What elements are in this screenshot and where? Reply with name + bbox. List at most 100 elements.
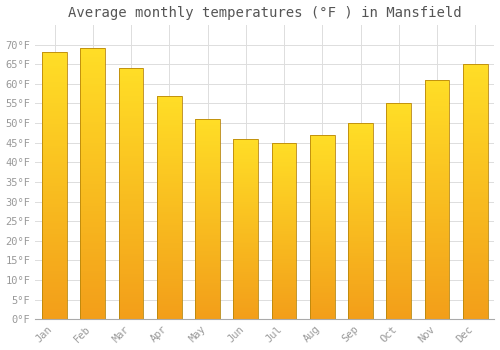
Bar (80, 187, 105, 189)
Bar (463, 159, 488, 161)
Bar (80, 184, 105, 187)
Bar (348, 158, 373, 160)
Bar (424, 214, 450, 216)
Bar (157, 239, 182, 241)
Bar (310, 279, 334, 280)
Bar (463, 296, 488, 299)
Bar (234, 175, 258, 177)
Bar (348, 153, 373, 154)
Bar (195, 161, 220, 163)
Bar (424, 295, 450, 298)
Bar (234, 292, 258, 294)
Bar (80, 89, 105, 92)
Bar (310, 303, 334, 304)
Bar (195, 125, 220, 127)
Bar (118, 206, 144, 209)
Bar (118, 292, 144, 294)
Bar (80, 130, 105, 132)
Bar (80, 173, 105, 176)
Bar (310, 214, 334, 216)
Bar (348, 162, 373, 164)
Bar (80, 287, 105, 289)
Bar (348, 298, 373, 300)
Bar (195, 215, 220, 217)
Bar (463, 72, 488, 74)
Bar (386, 162, 411, 164)
Bar (463, 77, 488, 79)
Bar (463, 309, 488, 312)
Bar (310, 249, 334, 251)
Bar (42, 66, 67, 68)
Bar (118, 276, 144, 279)
Bar (348, 266, 373, 268)
Bar (42, 258, 67, 260)
Bar (272, 256, 296, 258)
Bar (118, 251, 144, 254)
Bar (310, 152, 334, 153)
Bar (348, 248, 373, 251)
Bar (42, 100, 67, 103)
Bar (463, 74, 488, 77)
Bar (272, 317, 296, 319)
Bar (234, 263, 258, 265)
Bar (80, 316, 105, 319)
Bar (272, 194, 296, 196)
Bar (310, 184, 334, 187)
Bar (272, 298, 296, 300)
Bar (424, 224, 450, 226)
Bar (42, 276, 67, 279)
Bar (234, 229, 258, 231)
Bar (272, 293, 296, 295)
Bar (118, 284, 144, 287)
Bar (424, 238, 450, 240)
Bar (118, 71, 144, 73)
Bar (157, 248, 182, 250)
Bar (195, 163, 220, 165)
Bar (157, 292, 182, 295)
Bar (42, 135, 67, 138)
Bar (195, 173, 220, 175)
Bar (234, 316, 258, 317)
Bar (386, 270, 411, 272)
Bar (80, 233, 105, 235)
Bar (386, 291, 411, 293)
Bar (118, 201, 144, 204)
Bar (80, 289, 105, 292)
Bar (272, 284, 296, 286)
Bar (463, 105, 488, 107)
Bar (157, 96, 182, 98)
Bar (310, 247, 334, 249)
Bar (157, 152, 182, 154)
Bar (348, 309, 373, 312)
Bar (157, 266, 182, 268)
Bar (80, 84, 105, 86)
Bar (234, 139, 258, 319)
Bar (272, 153, 296, 155)
Bar (42, 117, 67, 119)
Bar (348, 272, 373, 274)
Bar (310, 316, 334, 317)
Bar (463, 133, 488, 135)
Bar (195, 225, 220, 227)
Bar (424, 281, 450, 284)
Bar (80, 57, 105, 59)
Bar (42, 79, 67, 82)
Bar (80, 165, 105, 168)
Bar (348, 221, 373, 223)
Bar (424, 80, 450, 82)
Bar (234, 144, 258, 146)
Bar (386, 241, 411, 244)
Bar (118, 269, 144, 272)
Bar (80, 252, 105, 254)
Bar (348, 262, 373, 264)
Bar (348, 123, 373, 125)
Bar (157, 142, 182, 145)
Bar (234, 244, 258, 245)
Bar (42, 98, 67, 100)
Bar (118, 314, 144, 317)
Bar (310, 293, 334, 295)
Bar (424, 166, 450, 168)
Bar (272, 178, 296, 180)
Bar (463, 141, 488, 143)
Bar (118, 204, 144, 206)
